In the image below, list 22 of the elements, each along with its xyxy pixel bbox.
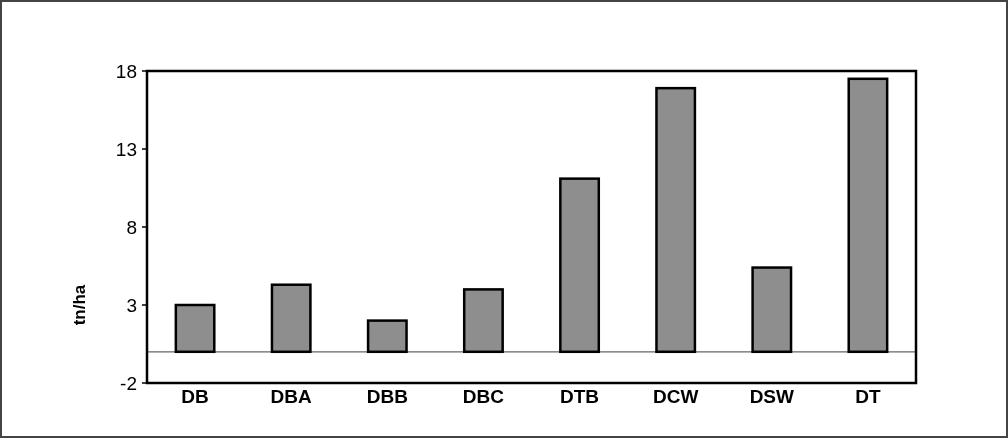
x-tick-label: DBC (462, 386, 505, 407)
x-tick-label: DBB (366, 386, 408, 407)
bar (847, 77, 889, 354)
bar (655, 86, 697, 354)
y-tick-label: 13 (115, 138, 137, 160)
bar (270, 283, 312, 354)
bar (366, 319, 408, 354)
bar (559, 177, 601, 354)
y-tick-label: 3 (126, 294, 137, 316)
y-tick-label: 8 (126, 216, 137, 238)
x-tick-label: DCW (652, 386, 699, 407)
y-axis-title: tn/ha (70, 284, 89, 326)
y-tick-label: 18 (115, 60, 137, 82)
y-tick-label: -2 (120, 372, 137, 394)
x-tick-label: DB (181, 386, 209, 407)
x-tick-label: DBA (270, 386, 313, 407)
bar (462, 288, 504, 354)
bar (751, 266, 793, 354)
x-tick-label: DTB (560, 386, 600, 407)
x-tick-label: DT (855, 386, 881, 407)
bar (174, 303, 216, 354)
x-tick-label: DSW (749, 386, 795, 407)
